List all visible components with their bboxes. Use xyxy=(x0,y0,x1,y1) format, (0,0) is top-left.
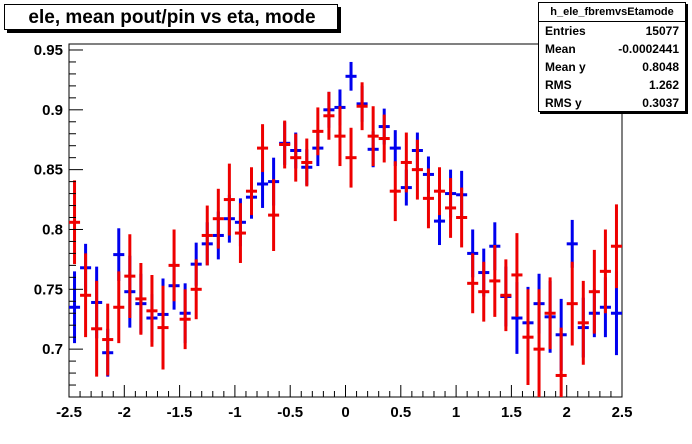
stats-key: Mean y xyxy=(545,60,586,74)
data-point xyxy=(268,179,280,252)
axes: -2.5 -2 -1.5 -1 -0.5 0 0.5 1 1.5 2 2.5 0.7 0.75 0.8 0.… xyxy=(34,42,633,421)
stats-row-mean: Mean -0.0002441 xyxy=(539,40,685,58)
x-tick-label: 0 xyxy=(341,404,349,421)
data-point xyxy=(124,234,136,319)
stats-value: 0.8048 xyxy=(642,60,679,74)
stats-histogram-name: h_ele_fbremvsEtamode xyxy=(539,3,685,22)
data-point xyxy=(500,259,512,332)
data-point xyxy=(588,249,600,334)
data-point xyxy=(400,132,412,193)
x-tick-label: 1.5 xyxy=(501,404,522,421)
stats-key: RMS y xyxy=(545,96,582,110)
stats-row-mean-y: Mean y 0.8048 xyxy=(539,58,685,76)
data-point xyxy=(445,178,457,238)
y-tick-label: 0.95 xyxy=(34,42,63,59)
data-point xyxy=(201,205,213,266)
data-point xyxy=(301,138,313,187)
data-point xyxy=(312,107,324,156)
data-point xyxy=(566,219,578,268)
data-point xyxy=(323,91,335,140)
data-point xyxy=(345,61,357,91)
data-point xyxy=(69,271,81,344)
data-point xyxy=(610,204,622,289)
data-point xyxy=(168,229,180,302)
stats-row-rms: RMS 1.262 xyxy=(539,76,685,94)
data-point xyxy=(113,271,125,344)
x-tick-label: 1 xyxy=(452,404,460,421)
stats-box: h_ele_fbremvsEtamode Entries 15077 Mean … xyxy=(538,2,686,112)
data-point xyxy=(223,163,235,236)
data-series xyxy=(69,61,622,397)
data-point xyxy=(91,280,103,377)
data-point xyxy=(356,82,368,131)
data-point xyxy=(245,167,258,216)
stats-value: 1.262 xyxy=(648,78,679,92)
data-point xyxy=(279,120,291,169)
data-point xyxy=(345,127,357,188)
data-point xyxy=(334,106,346,167)
data-point xyxy=(190,259,202,320)
data-point xyxy=(146,274,158,347)
data-point xyxy=(212,188,224,249)
y-tick-label: 0.7 xyxy=(42,341,63,358)
x-tick-label: -0.5 xyxy=(277,404,303,421)
stats-value: 15077 xyxy=(645,24,679,38)
data-point xyxy=(157,285,169,370)
y-tick-label: 0.75 xyxy=(34,281,63,298)
data-point xyxy=(367,106,379,167)
data-point xyxy=(102,303,114,376)
data-point xyxy=(389,161,401,222)
x-tick-label: -2 xyxy=(118,404,131,421)
data-point xyxy=(566,261,578,346)
data-point xyxy=(378,114,390,163)
data-point xyxy=(467,253,479,314)
data-point xyxy=(489,245,501,317)
x-tick-label: -1.5 xyxy=(167,404,193,421)
data-point xyxy=(80,253,92,338)
data-point xyxy=(290,133,302,182)
data-point xyxy=(69,180,81,265)
stats-key: Entries xyxy=(545,24,586,38)
data-point xyxy=(522,289,534,386)
data-point xyxy=(577,280,589,365)
x-tick-label: 2 xyxy=(563,404,571,421)
plot-title: ele, mean pout/pin vs eta, mode xyxy=(28,7,316,28)
data-point xyxy=(411,139,423,200)
data-point xyxy=(234,203,246,263)
title-box: ele, mean pout/pin vs eta, mode xyxy=(4,4,338,30)
x-tick-label: -1 xyxy=(228,404,241,421)
data-point xyxy=(135,262,147,335)
data-point xyxy=(422,168,434,229)
data-point xyxy=(389,130,401,167)
data-point xyxy=(433,167,446,216)
y-tick-label: 0.8 xyxy=(42,221,63,238)
stats-value: 0.3037 xyxy=(642,96,679,110)
data-point xyxy=(257,124,269,173)
y-tick-label: 0.9 xyxy=(42,102,63,119)
data-point xyxy=(544,277,556,350)
data-point xyxy=(511,233,523,317)
stats-key: RMS xyxy=(545,78,572,92)
stats-row-entries: Entries 15077 xyxy=(539,22,685,40)
stats-key: Mean xyxy=(545,42,576,56)
x-tick-label: 0.5 xyxy=(390,404,411,421)
data-point xyxy=(533,289,545,397)
x-tick-label: -2.5 xyxy=(56,404,82,421)
data-point xyxy=(555,327,567,397)
stats-value: -0.0002441 xyxy=(618,42,679,56)
y-tick-label: 0.85 xyxy=(34,162,63,179)
data-point xyxy=(478,261,490,322)
x-tick-label: 2.5 xyxy=(612,404,633,421)
data-point xyxy=(456,187,468,248)
data-point xyxy=(599,229,611,314)
data-point xyxy=(179,289,191,350)
stats-row-rms-y: RMS y 0.3037 xyxy=(539,94,685,112)
